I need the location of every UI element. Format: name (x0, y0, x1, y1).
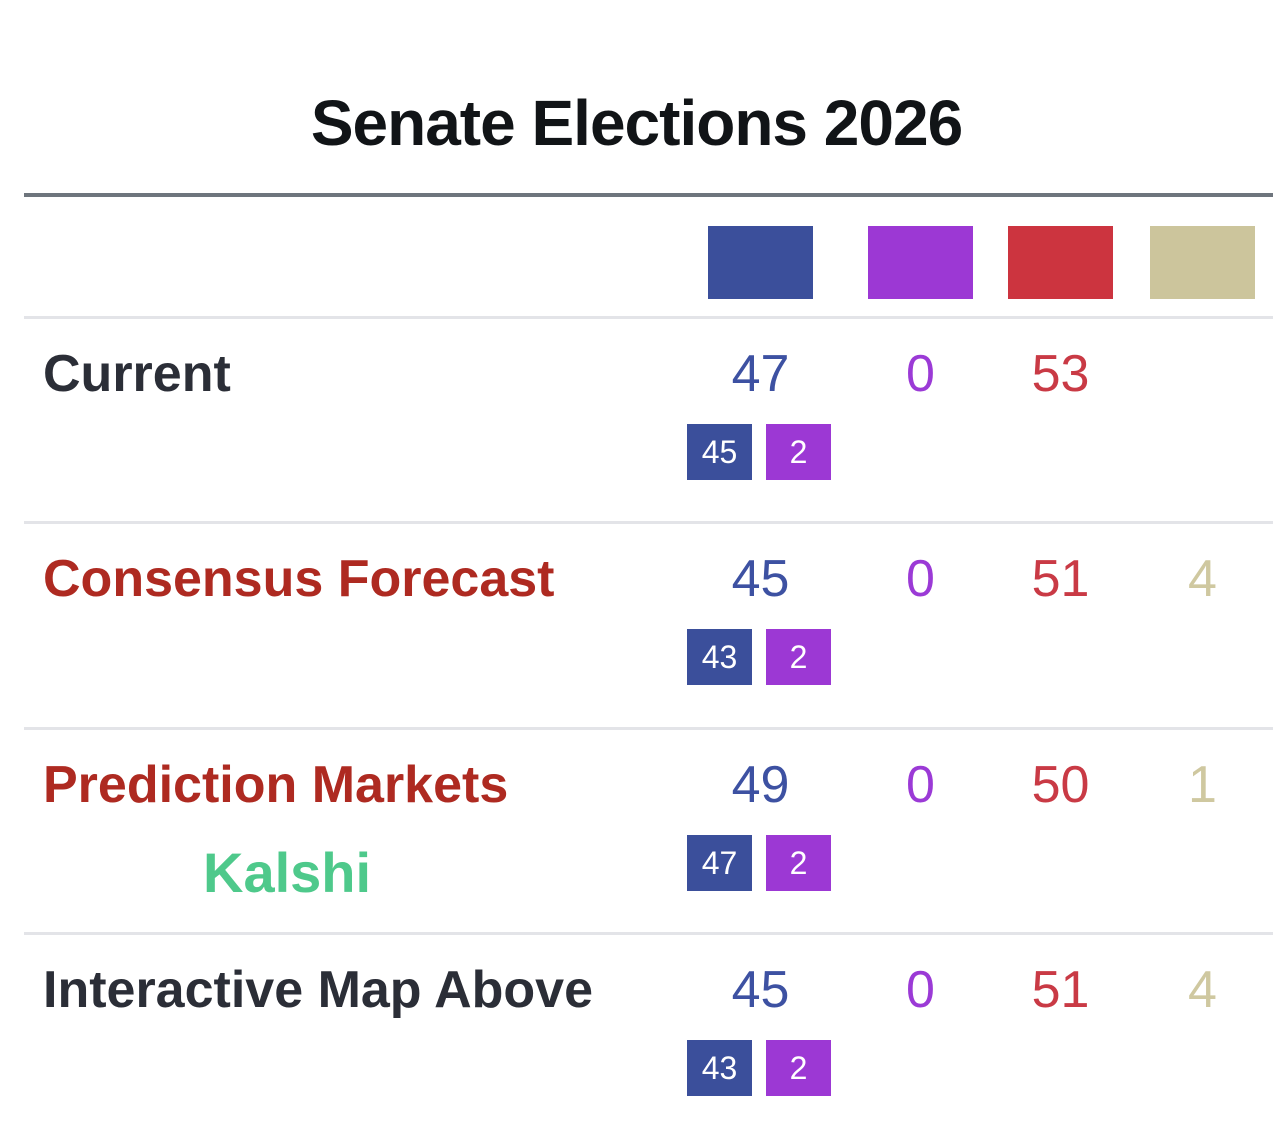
blue-sub-count: 47 (687, 835, 752, 891)
purple-sub-count: 2 (766, 629, 831, 685)
red-seat-count: 51 (1031, 550, 1090, 608)
purple-sub-count: 2 (766, 424, 831, 480)
purple-seat-count: 0 (906, 961, 935, 1019)
row-label-interactive-map: Interactive Map Above (43, 961, 594, 1019)
row-divider (24, 521, 1273, 524)
red-seat-count: 50 (1031, 756, 1090, 814)
purple-sub-count: 2 (766, 1040, 831, 1096)
seat-breakdown: 47 2 (687, 835, 831, 891)
blue-seat-count: 47 (731, 345, 790, 403)
table-row-current: Current 47 0 53 45 2 (0, 316, 1273, 521)
page-title: Senate Elections 2026 (310, 87, 963, 159)
seat-breakdown: 43 2 (687, 1040, 831, 1096)
tan-tossup-swatch (1150, 226, 1255, 299)
purple-seat-count: 0 (906, 550, 935, 608)
red-seat-count: 53 (1031, 345, 1090, 403)
red-party-swatch (1008, 226, 1113, 299)
table-row-consensus-forecast: Consensus Forecast 45 0 51 4 43 2 (0, 521, 1273, 726)
seat-breakdown: 43 2 (687, 629, 831, 685)
blue-seat-count: 49 (731, 756, 790, 814)
row-label-current: Current (43, 345, 231, 403)
kalshi-logo-link[interactable]: Kalshi (203, 841, 372, 904)
seat-breakdown: 45 2 (687, 424, 831, 480)
blue-sub-count: 43 (687, 629, 752, 685)
row-label-prediction-markets-link[interactable]: Prediction Markets (43, 756, 509, 814)
purple-sub-count: 2 (766, 835, 831, 891)
blue-sub-count: 45 (687, 424, 752, 480)
table-row-prediction-markets: Prediction Markets Kalshi 49 0 50 1 47 2 (0, 727, 1273, 932)
row-divider (24, 316, 1273, 319)
blue-seat-count: 45 (731, 550, 790, 608)
tan-seat-count: 4 (1188, 961, 1217, 1019)
legend-row (0, 226, 1273, 299)
purple-seat-count: 0 (906, 756, 935, 814)
tan-seat-count: 4 (1188, 550, 1217, 608)
blue-seat-count: 45 (731, 961, 790, 1019)
tan-seat-count: 1 (1188, 756, 1217, 814)
blue-party-swatch (708, 226, 813, 299)
table-row-interactive-map: Interactive Map Above 45 0 51 4 43 2 (0, 932, 1273, 1137)
blue-sub-count: 43 (687, 1040, 752, 1096)
purple-seat-count: 0 (906, 345, 935, 403)
purple-party-swatch (868, 226, 973, 299)
red-seat-count: 51 (1031, 961, 1090, 1019)
row-label-consensus-forecast-link[interactable]: Consensus Forecast (43, 550, 555, 608)
row-divider (24, 727, 1273, 730)
title-divider (24, 193, 1273, 197)
row-divider (24, 932, 1273, 935)
